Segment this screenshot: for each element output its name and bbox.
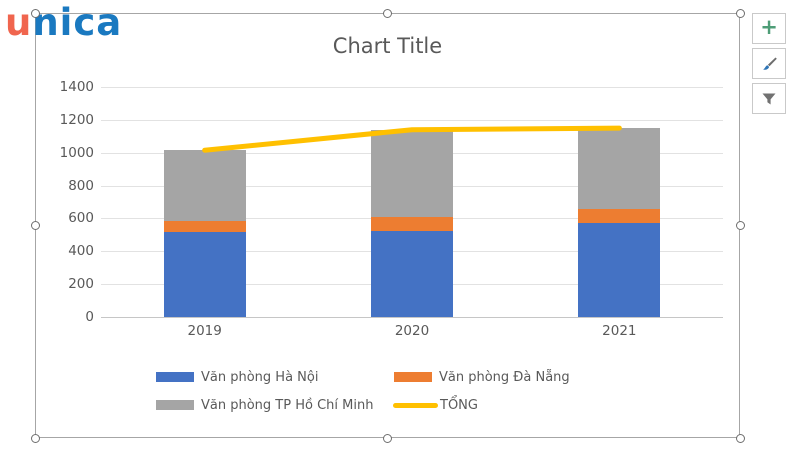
legend-label: Văn phòng Đà Nẵng <box>439 369 570 385</box>
plus-icon: + <box>760 15 778 39</box>
unica-logo: unica <box>5 4 122 41</box>
y-tick-label: 1400 <box>59 79 94 95</box>
plot-area <box>101 87 723 318</box>
legend-item[interactable]: Văn phòng Hà Nội <box>156 369 319 385</box>
y-tick-label: 200 <box>68 276 94 293</box>
legend-swatch <box>156 400 194 410</box>
bar-segment-2021[interactable] <box>578 128 661 210</box>
bar-segment-2019[interactable] <box>163 232 246 317</box>
bar-segment-2019[interactable] <box>163 220 246 233</box>
selection-handle-middle-left[interactable] <box>30 221 40 230</box>
chart-filters-button[interactable] <box>752 83 786 114</box>
chart-elements-button[interactable]: + <box>752 13 786 44</box>
bar-segment-2019[interactable] <box>163 150 246 221</box>
chart-styles-button[interactable] <box>752 48 786 79</box>
x-axis[interactable]: 2019 2020 2021 <box>101 323 723 343</box>
x-tick-label-2020: 2020 <box>394 323 430 339</box>
gridline <box>101 87 723 88</box>
legend-label: Văn phòng Hà Nội <box>201 369 319 385</box>
legend-label: Văn phòng TP Hồ Chí Minh <box>201 397 374 413</box>
legend-swatch <box>393 402 438 408</box>
chart-title[interactable]: Chart Title <box>332 34 443 58</box>
x-axis-line <box>101 317 723 318</box>
y-tick-label: 600 <box>68 210 94 227</box>
logo-letters-nica: nica <box>32 1 123 44</box>
selection-handle-top-right[interactable] <box>735 8 745 18</box>
y-tick-label: 400 <box>68 243 94 260</box>
total-line[interactable] <box>202 125 622 153</box>
y-tick-label: 800 <box>68 177 94 194</box>
y-axis[interactable]: 0 200 400 600 800 1000 1200 1400 <box>36 79 94 325</box>
selection-handle-bottom-left[interactable] <box>30 433 40 443</box>
bar-segment-2021[interactable] <box>578 222 661 317</box>
selection-handle-bottom-center[interactable] <box>383 433 392 443</box>
legend-item[interactable]: Văn phòng TP Hồ Chí Minh <box>156 397 374 413</box>
bar-segment-2020[interactable] <box>371 216 453 231</box>
legend-swatch <box>394 372 432 382</box>
selection-handle-bottom-right[interactable] <box>735 433 745 443</box>
bar-segment-2020[interactable] <box>371 230 453 317</box>
x-tick-label-2019: 2019 <box>187 323 222 339</box>
y-tick-label: 1000 <box>59 144 94 161</box>
chart-object[interactable]: Chart Title 0 200 400 600 800 1000 1200 1400 20… <box>35 13 740 438</box>
legend-swatch <box>156 372 194 382</box>
gridline <box>101 119 723 121</box>
selection-handle-top-left[interactable] <box>30 8 40 18</box>
legend-item[interactable]: TỔNG <box>393 397 478 413</box>
paintbrush-icon <box>763 57 777 70</box>
logo-letter-u: u <box>5 1 33 44</box>
funnel-icon <box>762 93 776 104</box>
selection-handle-top-center[interactable] <box>383 8 392 18</box>
x-tick-label-2021: 2021 <box>602 323 637 339</box>
legend-item[interactable]: Văn phòng Đà Nẵng <box>394 369 570 385</box>
bar-segment-2021[interactable] <box>578 209 661 223</box>
selection-handle-middle-right[interactable] <box>735 221 745 230</box>
y-tick-label: 1200 <box>59 111 94 128</box>
legend-label: TỔNG <box>440 397 478 413</box>
bar-segment-2020[interactable] <box>371 129 453 217</box>
y-tick-label: 0 <box>85 309 94 325</box>
